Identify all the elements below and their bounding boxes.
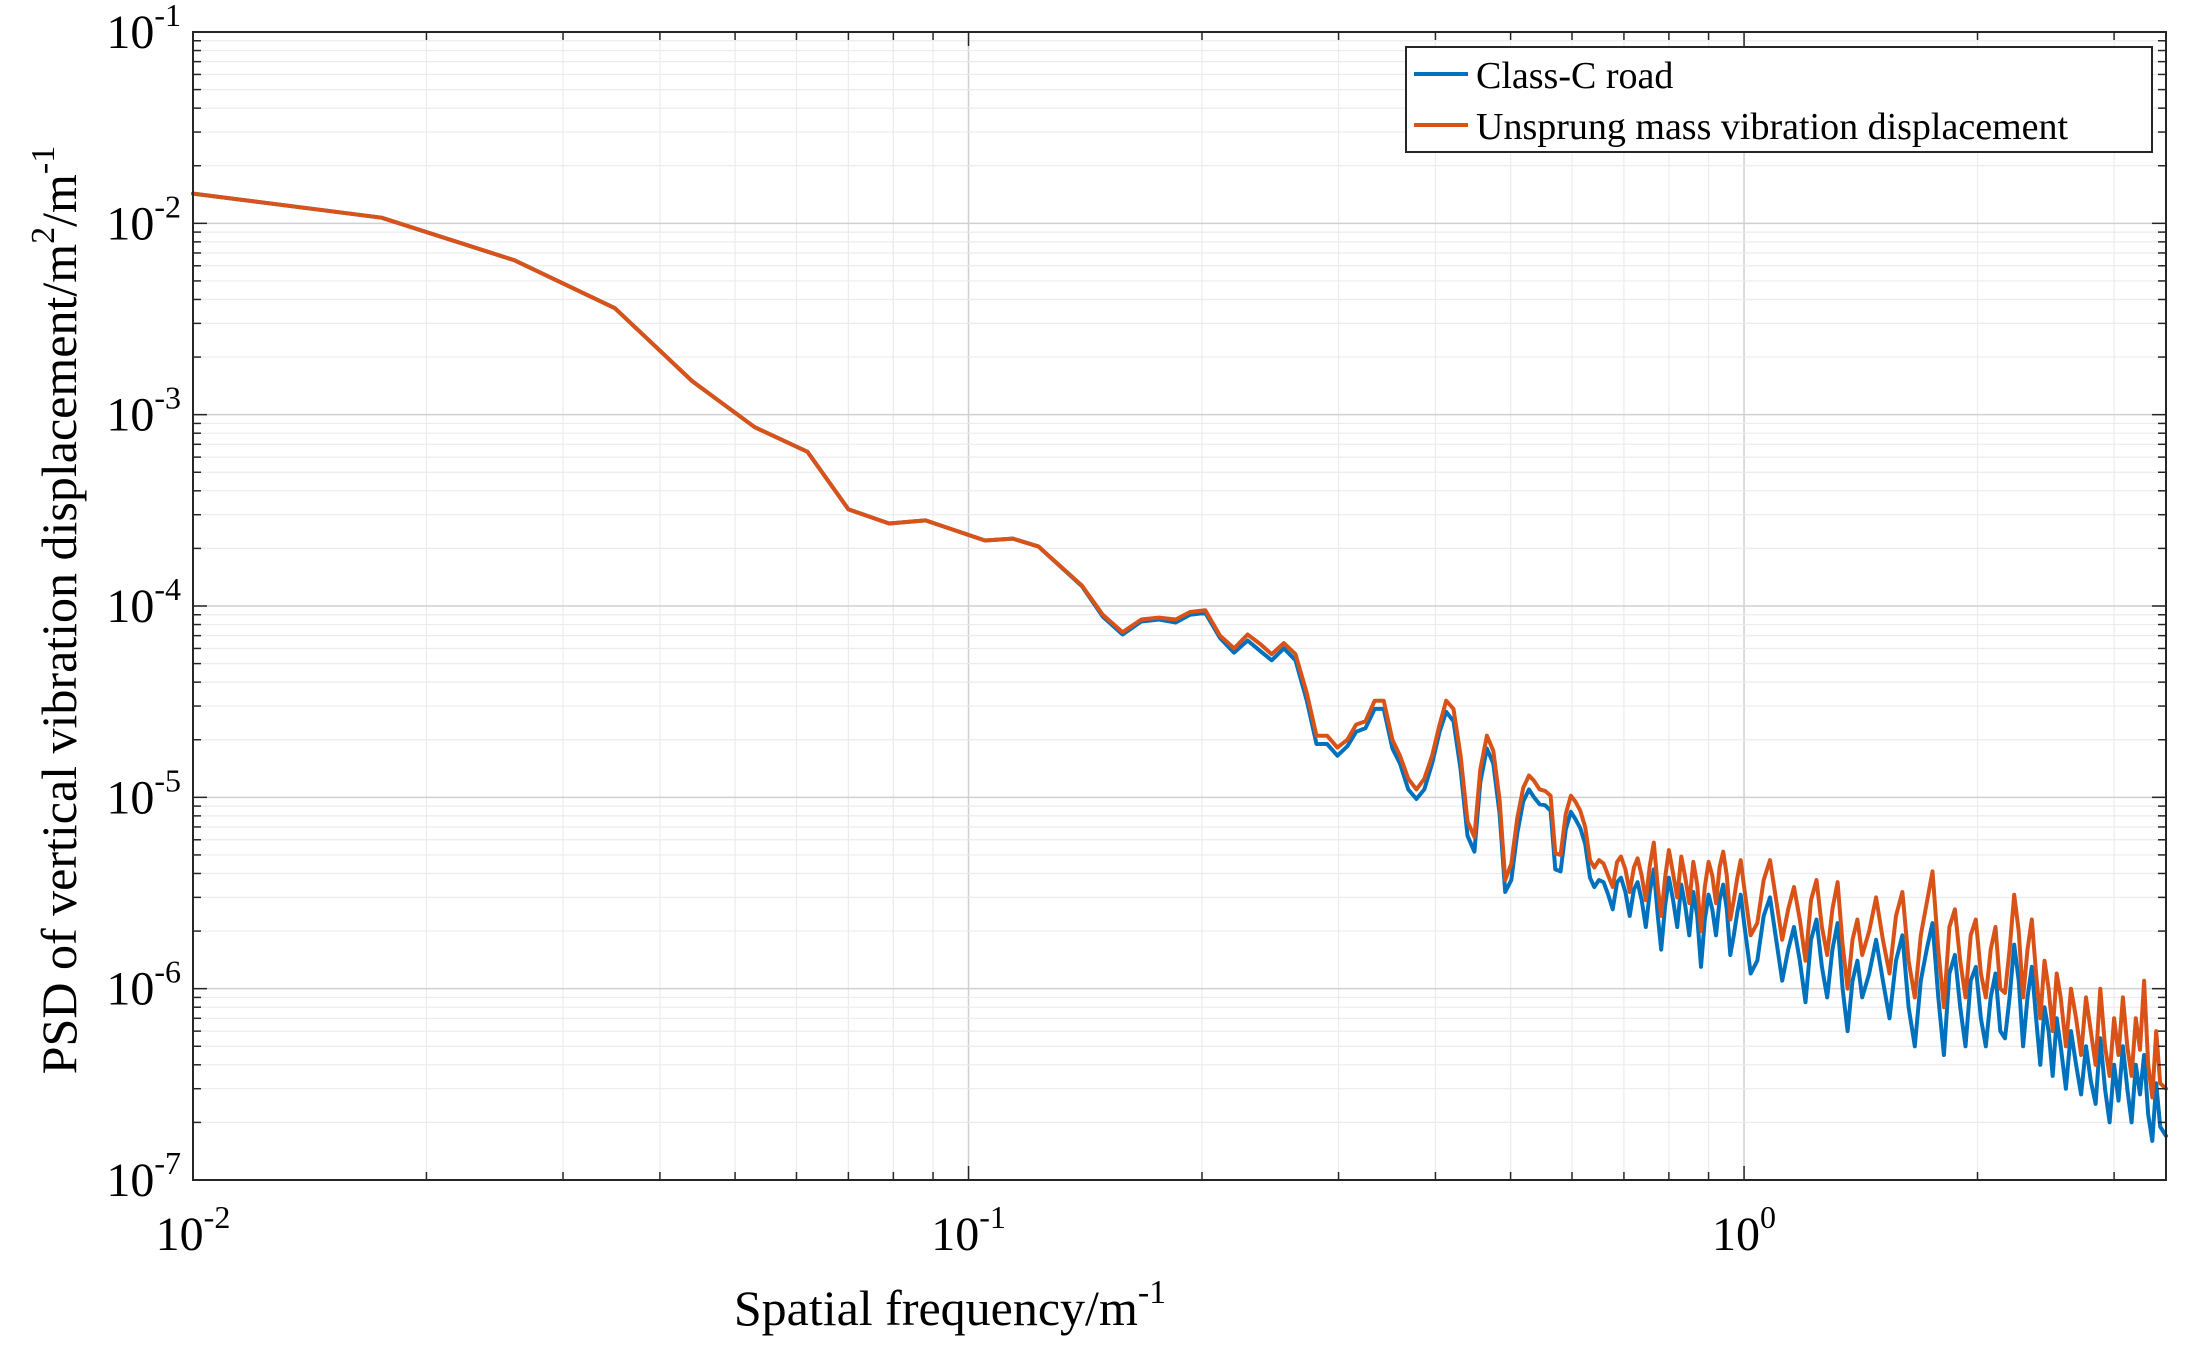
y-tick-label-base: 10 bbox=[106, 6, 154, 59]
y-axis-title-sup2: -1 bbox=[25, 146, 62, 174]
y-tick-label: 10-5 bbox=[106, 762, 181, 824]
legend-label-class-c-road: Class-C road bbox=[1476, 55, 1673, 97]
y-tick-label-exp: -6 bbox=[154, 954, 181, 990]
series-line-unsprung-mass bbox=[191, 191, 2168, 1100]
legend-label-unsprung-mass: Unsprung mass vibration displacement bbox=[1476, 106, 2069, 148]
x-tick-label: 10-1 bbox=[931, 1199, 1006, 1261]
y-tick-label-base: 10 bbox=[106, 580, 154, 633]
x-tick-label-base: 10 bbox=[1712, 1208, 1760, 1261]
y-axis-title-part2: /m bbox=[31, 174, 87, 227]
y-tick-label: 10-1 bbox=[106, 0, 181, 59]
y-tick-label-exp: -2 bbox=[154, 188, 181, 224]
y-tick-label-exp: -3 bbox=[154, 380, 181, 416]
y-tick-label: 10-2 bbox=[106, 188, 181, 250]
x-tick-label-base: 10 bbox=[156, 1208, 204, 1261]
y-axis-title-sup1: 2 bbox=[25, 227, 62, 244]
y-tick-label: 10-6 bbox=[106, 954, 181, 1016]
x-tick-label: 100 bbox=[1712, 1199, 1776, 1261]
y-tick-label-exp: -5 bbox=[154, 762, 181, 798]
x-tick-label-exp: 0 bbox=[1760, 1199, 1776, 1235]
x-tick-label-exp: -2 bbox=[204, 1199, 231, 1235]
legend: Class-C road Unsprung mass vibration dis… bbox=[1405, 46, 2153, 153]
x-tick-label-base: 10 bbox=[931, 1208, 979, 1261]
series-line-class-c-road bbox=[191, 191, 2168, 1143]
y-tick-label: 10-4 bbox=[106, 571, 181, 633]
y-tick-label-base: 10 bbox=[106, 1154, 154, 1207]
y-tick-label-exp: -4 bbox=[154, 571, 181, 607]
y-tick-label-base: 10 bbox=[106, 389, 154, 442]
y-tick-label: 10-7 bbox=[106, 1145, 181, 1207]
x-axis-title: Spatial frequency/m-1 bbox=[734, 1274, 1166, 1336]
x-axis-title-sup: -1 bbox=[1138, 1274, 1166, 1311]
x-tick-label-exp: -1 bbox=[979, 1199, 1006, 1235]
y-axis-title-part1: PSD of vertical vibration displacement/m bbox=[31, 244, 87, 1074]
y-tick-label-base: 10 bbox=[106, 771, 154, 824]
y-tick-label-base: 10 bbox=[106, 963, 154, 1016]
y-axis-title: PSD of vertical vibration displacement/m… bbox=[25, 146, 87, 1075]
y-tick-label-base: 10 bbox=[106, 197, 154, 250]
y-tick-label-exp: -1 bbox=[154, 0, 181, 33]
y-tick-label: 10-3 bbox=[106, 380, 181, 442]
x-axis-title-base: Spatial frequency/m bbox=[734, 1280, 1138, 1336]
grid bbox=[192, 31, 2166, 1181]
x-tick-label: 10-2 bbox=[156, 1199, 231, 1261]
series-layer bbox=[191, 191, 2168, 1143]
legend-box bbox=[1405, 46, 2153, 153]
y-tick-label-exp: -7 bbox=[154, 1145, 181, 1181]
